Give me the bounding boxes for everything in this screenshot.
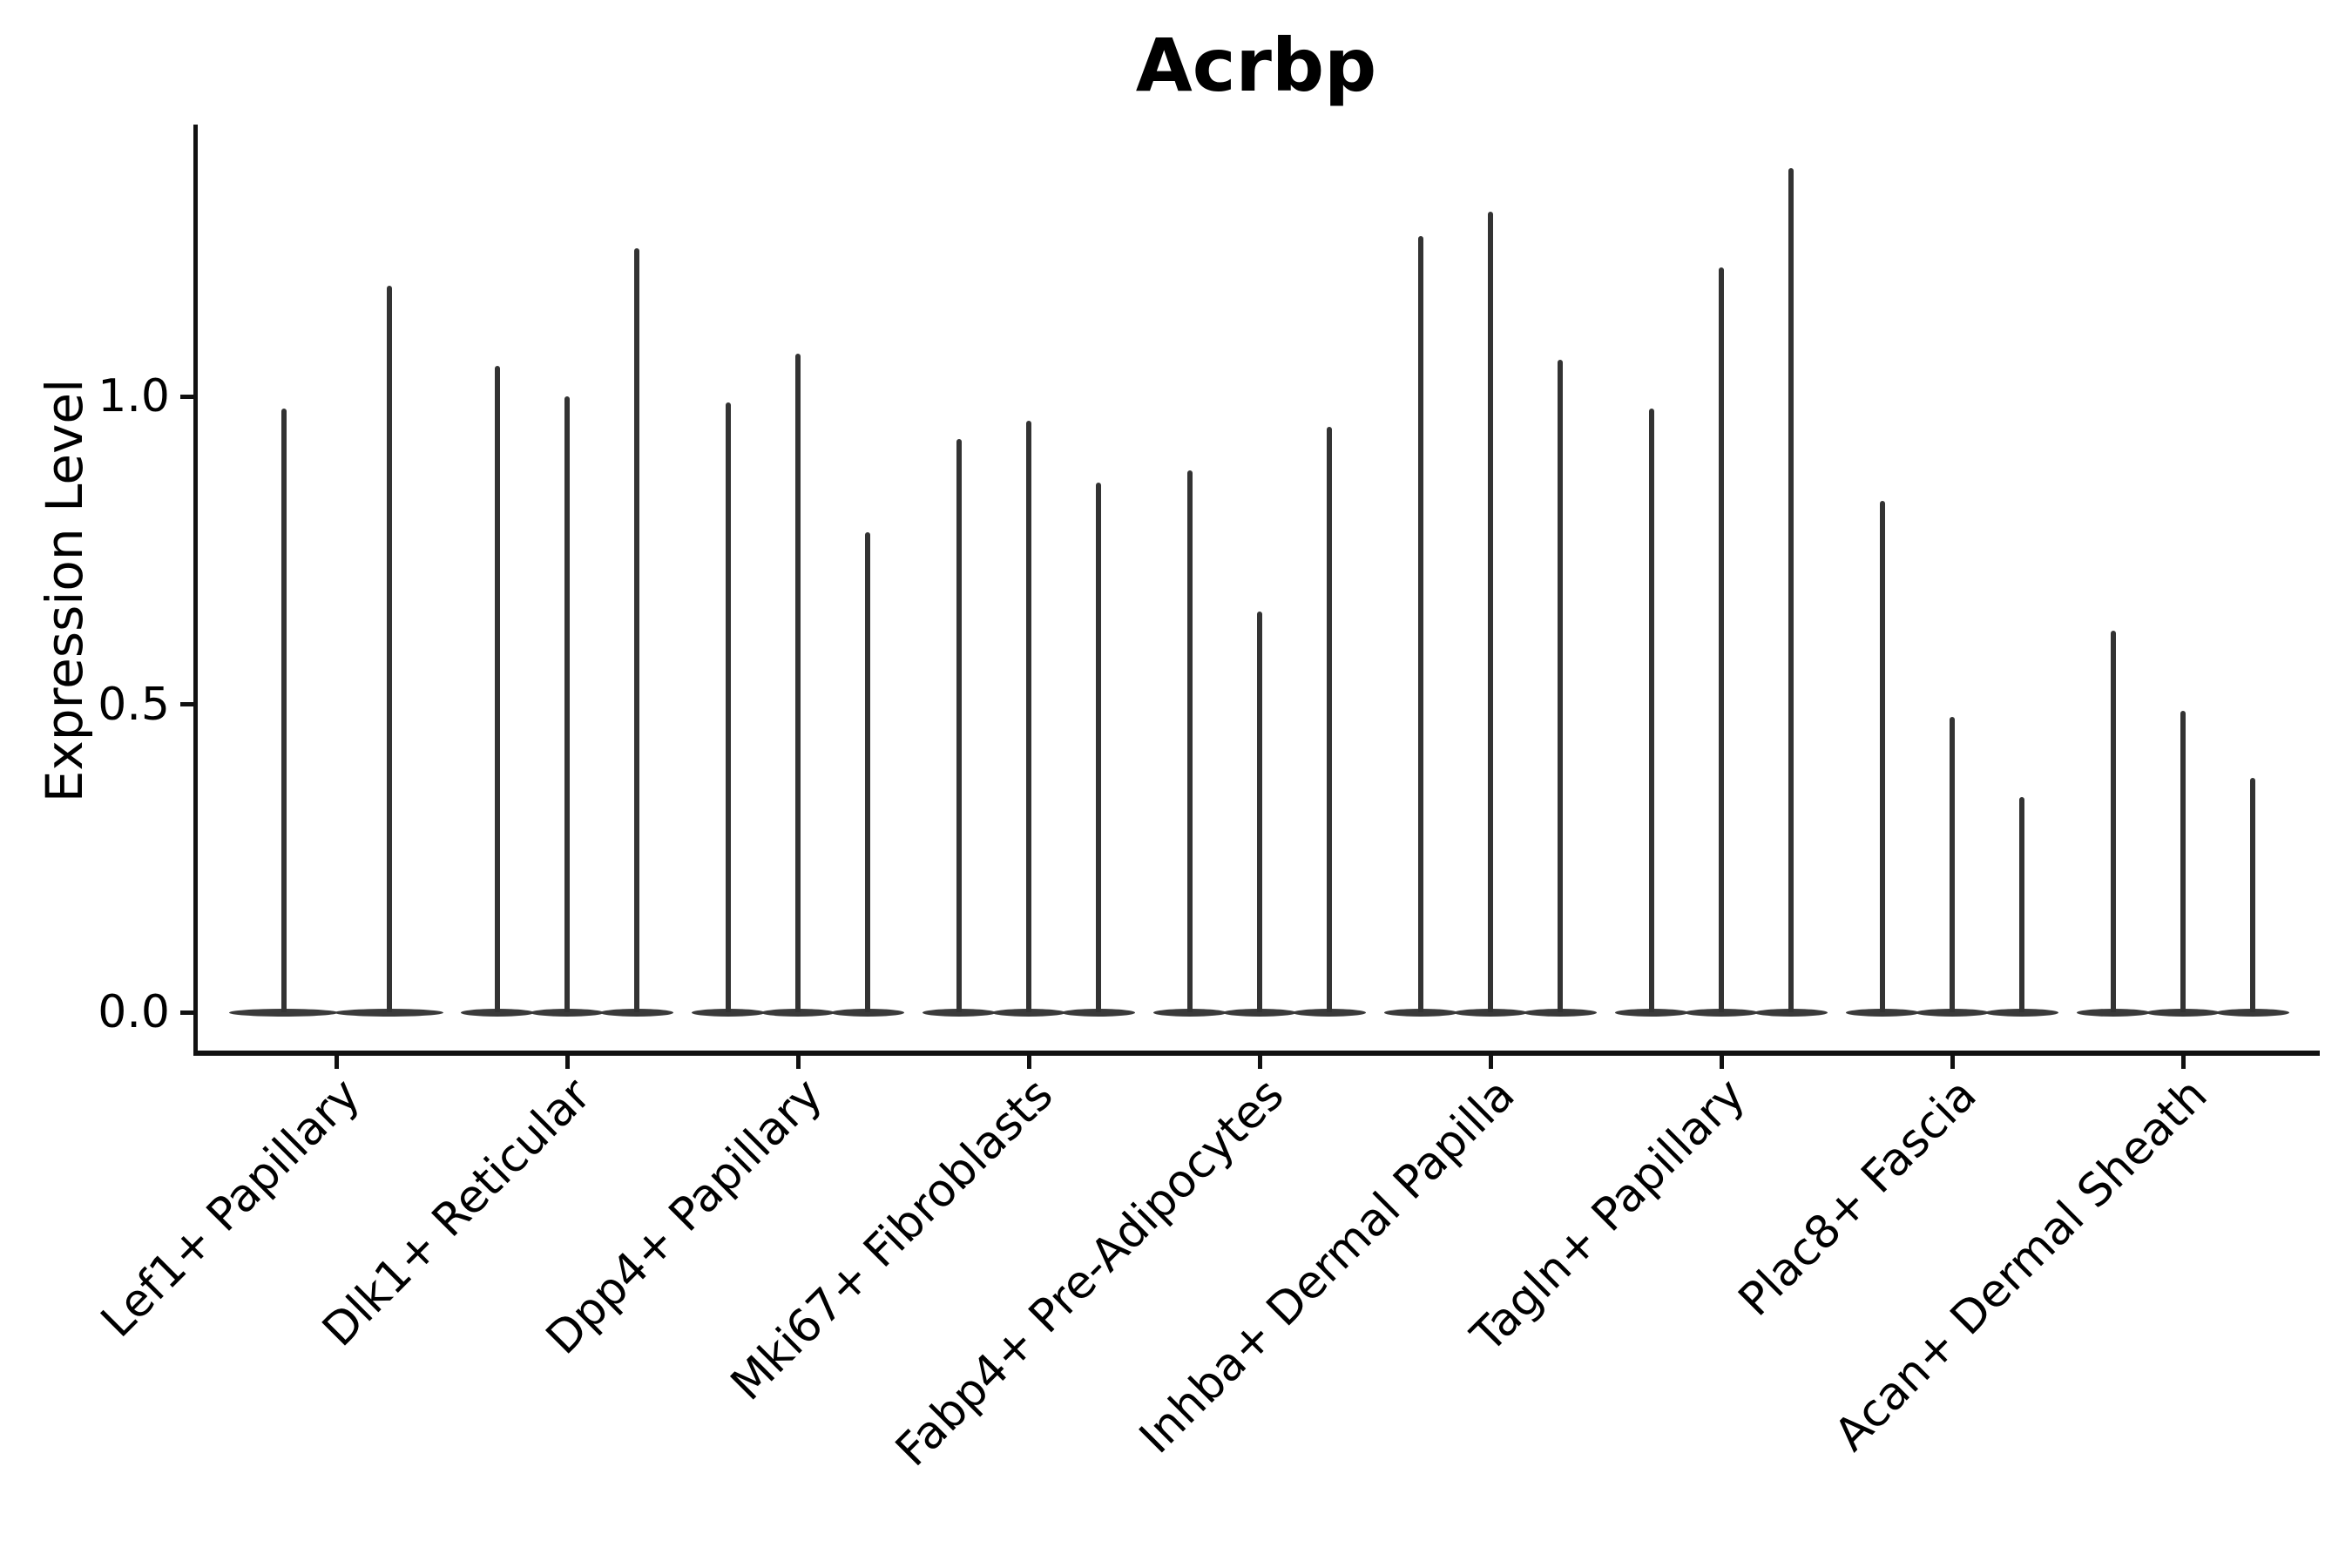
violin-base — [1524, 1008, 1597, 1017]
violin-spike — [1026, 421, 1031, 1012]
x-tick — [1950, 1056, 1955, 1069]
violin-base — [761, 1008, 835, 1017]
x-tick-label: Inhba+ Dermal Papilla — [1129, 1068, 1525, 1464]
x-tick — [1257, 1056, 1262, 1069]
violin-base — [831, 1008, 904, 1017]
chart-title: Acrbp — [1135, 23, 1377, 108]
x-tick — [334, 1056, 339, 1069]
violin-base — [1685, 1008, 1758, 1017]
violin-base — [1153, 1008, 1227, 1017]
violin-base — [1384, 1008, 1457, 1017]
violin-spike — [795, 353, 801, 1012]
violin-spike — [2111, 630, 2116, 1012]
violin-spike — [1558, 359, 1563, 1012]
violin-base — [1985, 1008, 2058, 1017]
y-tick-label: 0.0 — [98, 986, 170, 1038]
violin-spike — [1950, 716, 1955, 1012]
violin-base — [335, 1008, 443, 1017]
violin-spike — [1327, 427, 1332, 1012]
violin-base — [2146, 1008, 2220, 1017]
y-axis-line — [193, 125, 198, 1056]
violin-base — [923, 1008, 996, 1017]
violin-spike — [1096, 482, 1101, 1012]
violin-spike — [726, 402, 731, 1012]
violin-base — [2077, 1008, 2150, 1017]
x-tick — [1488, 1056, 1493, 1069]
y-tick-label: 1.0 — [98, 370, 170, 422]
violin-base — [229, 1008, 338, 1017]
x-tick — [1719, 1056, 1724, 1069]
violin-base — [461, 1008, 534, 1017]
violin-base — [2216, 1008, 2289, 1017]
violin-spike — [1788, 168, 1794, 1012]
y-tick-label: 0.5 — [98, 678, 170, 731]
violin-base — [600, 1008, 673, 1017]
violin-spike — [2180, 710, 2186, 1012]
violin-base — [1846, 1008, 1919, 1017]
y-tick — [180, 702, 193, 706]
violin-spike — [495, 365, 500, 1012]
violin-spike — [1880, 501, 1885, 1012]
violin-spike — [1418, 236, 1423, 1012]
y-axis-label: Expression Level — [35, 378, 94, 803]
violin-spike — [386, 285, 392, 1012]
violin-base — [531, 1008, 604, 1017]
violin-spike — [280, 409, 287, 1012]
violin-spike — [865, 531, 870, 1012]
violin-base — [1916, 1008, 1989, 1017]
violin-spike — [1649, 409, 1654, 1012]
x-axis-line — [193, 1051, 2320, 1056]
violin-base — [1454, 1008, 1527, 1017]
violin-spike — [634, 248, 639, 1012]
violin-spike — [2250, 778, 2255, 1012]
violin-base — [1754, 1008, 1828, 1017]
x-tick — [795, 1056, 801, 1069]
x-tick-label: Acan+ Dermal Sheath — [1824, 1068, 2218, 1462]
violin-base — [692, 1008, 765, 1017]
violin-base — [1615, 1008, 1688, 1017]
violin-spike — [2019, 796, 2024, 1012]
violin-base — [1223, 1008, 1296, 1017]
violin-base — [1062, 1008, 1135, 1017]
violin-spike — [1257, 612, 1262, 1012]
x-tick — [1026, 1056, 1031, 1069]
violin-spike — [1488, 211, 1493, 1012]
x-tick — [2180, 1056, 2186, 1069]
violin-spike — [564, 396, 570, 1012]
y-tick — [180, 394, 193, 399]
violin-spike — [1719, 267, 1724, 1012]
x-tick-label: Fabp4+ Pre-Adipocytes — [885, 1068, 1294, 1477]
x-tick-label: Plac8+ Fascia — [1728, 1068, 1987, 1327]
violin-base — [1293, 1008, 1366, 1017]
y-tick — [180, 1010, 193, 1015]
violin-spike — [956, 439, 962, 1012]
violin-spike — [1187, 470, 1193, 1012]
violin-base — [992, 1008, 1065, 1017]
x-tick — [564, 1056, 570, 1069]
